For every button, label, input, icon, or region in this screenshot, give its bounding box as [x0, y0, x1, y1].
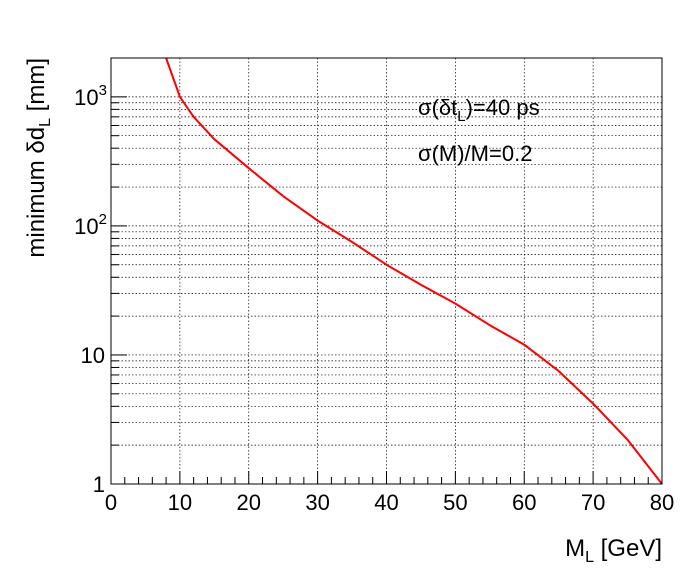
- series-line: [165, 57, 663, 485]
- x-tick-label: 70: [581, 490, 605, 515]
- x-axis-label: ML [GeV]: [565, 535, 662, 566]
- tick-labels: 0 10 20 30 40 50 60 70 80 1 10 102 103: [74, 82, 674, 515]
- y-tick-label: 103: [74, 82, 107, 110]
- y-axis-label: minimum δdL [mm]: [23, 58, 54, 258]
- x-tick-label: 60: [512, 490, 536, 515]
- annotation-mass-resolution: σ(M)/M=0.2: [418, 141, 532, 166]
- series-layer: [165, 57, 663, 485]
- y-tick-label: 10: [81, 343, 105, 368]
- x-tick-label: 20: [237, 490, 261, 515]
- x-tick-label: 50: [443, 490, 467, 515]
- x-tick-label: 0: [105, 490, 117, 515]
- x-tick-label: 30: [305, 490, 329, 515]
- y-tick-label: 102: [74, 211, 107, 239]
- axis-ticks: [110, 57, 663, 485]
- x-tick-label: 10: [168, 490, 192, 515]
- x-tick-label: 40: [374, 490, 398, 515]
- grid-lines: [111, 57, 662, 484]
- annotation-timing-resolution: σ(δtL)=40 ps: [418, 95, 540, 125]
- y-tick-label: 1: [93, 472, 105, 497]
- x-tick-label: 80: [650, 490, 674, 515]
